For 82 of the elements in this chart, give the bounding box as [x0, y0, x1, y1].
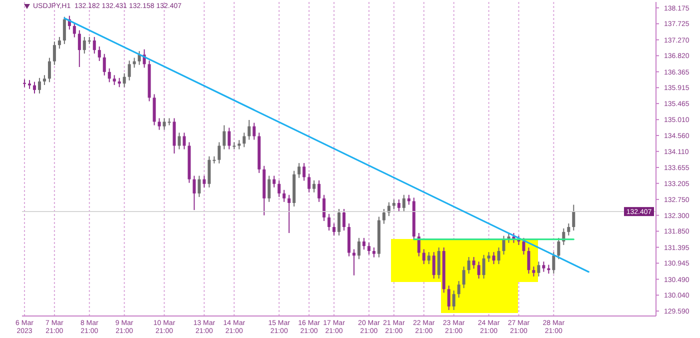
candlestick — [78, 30, 81, 68]
candlestick — [552, 252, 556, 274]
candlestick — [332, 222, 336, 236]
candlestick — [302, 162, 306, 182]
candlestick — [542, 261, 546, 272]
candlestick — [452, 290, 456, 310]
candlestick — [92, 36, 96, 54]
candlestick — [272, 175, 276, 188]
candlestick — [168, 118, 171, 126]
candlestick — [382, 208, 386, 224]
candlestick — [522, 237, 526, 256]
candlestick — [457, 280, 460, 298]
candlestick — [108, 68, 111, 83]
candlestick — [422, 248, 426, 265]
candlestick — [252, 122, 256, 140]
candlestick — [447, 285, 450, 310]
candlestick — [118, 77, 121, 88]
candlestick — [228, 127, 231, 150]
candlestick — [472, 256, 476, 270]
candlestick — [427, 252, 430, 265]
candlestick — [98, 46, 101, 62]
candlestick — [318, 180, 321, 202]
candlestick — [492, 252, 496, 265]
candlestick — [218, 142, 221, 164]
candlestick — [52, 41, 56, 66]
candlestick — [82, 36, 86, 54]
candlestick — [308, 173, 311, 193]
candlestick — [112, 74, 116, 86]
candlestick — [198, 175, 201, 198]
candlestick — [298, 162, 301, 178]
candlestick — [182, 132, 186, 150]
candlestick — [467, 256, 470, 274]
candlestick — [502, 235, 506, 256]
candlestick — [122, 72, 126, 88]
candlestick — [102, 53, 106, 76]
candlestick — [527, 246, 530, 274]
candlestick — [32, 81, 36, 94]
candlestick — [417, 232, 420, 257]
candlestick — [432, 252, 436, 280]
candlestick — [462, 266, 466, 289]
candlestick — [372, 246, 376, 258]
candlestick — [62, 16, 66, 45]
candlestick — [328, 213, 331, 232]
candlestick — [342, 208, 346, 232]
candlestick — [248, 119, 251, 140]
candlestick — [572, 204, 576, 232]
candlestick — [162, 118, 166, 130]
candlestick — [128, 60, 131, 81]
candlestick — [497, 246, 500, 265]
candlestick — [487, 252, 490, 262]
candlestick — [288, 194, 291, 234]
candlestick — [338, 208, 341, 236]
candlestick — [482, 254, 486, 280]
candlestick — [192, 175, 196, 211]
candlestick — [42, 74, 46, 86]
candlestick — [367, 242, 370, 256]
candlestick — [278, 180, 281, 198]
candlestick — [557, 237, 560, 260]
candlestick — [532, 266, 536, 277]
candlestick — [312, 180, 316, 193]
candlestick — [362, 237, 366, 250]
candlestick — [242, 132, 246, 148]
candlestick — [202, 175, 206, 188]
candlestick — [282, 189, 286, 202]
candlestick — [392, 198, 396, 210]
candlestick — [38, 77, 41, 94]
candlestick — [72, 22, 76, 38]
candlestick — [58, 36, 61, 50]
candlestick — [567, 222, 570, 236]
candlestick — [322, 194, 326, 222]
candlestick — [222, 124, 226, 150]
candlestick — [537, 261, 540, 277]
candlestick — [48, 57, 51, 83]
candlestick — [268, 175, 271, 202]
candlestick — [357, 237, 360, 260]
candlestick — [402, 194, 406, 212]
candlestick — [477, 261, 480, 280]
candlestick — [397, 198, 400, 212]
candlestick — [158, 118, 161, 130]
candlestick — [178, 132, 181, 150]
candlestick — [238, 140, 241, 150]
candlestick — [232, 142, 236, 150]
